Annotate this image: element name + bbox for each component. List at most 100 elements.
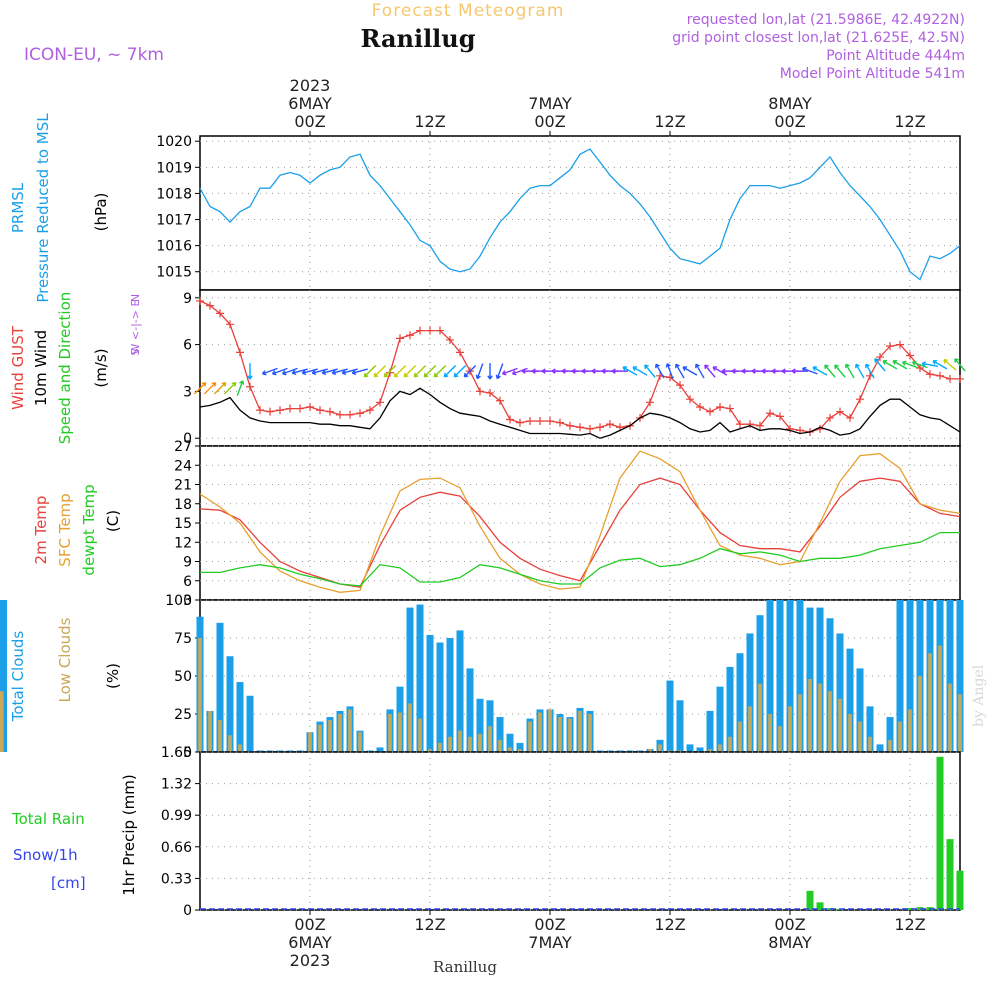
total-cloud-bar (726, 666, 734, 752)
low-cloud-bar (828, 691, 832, 752)
gust-point (936, 371, 944, 380)
requested-coords: requested lon,lat (21.5986E, 42.4922N) (687, 12, 965, 28)
gust-point (316, 406, 324, 415)
total-cloud-bar (426, 634, 434, 752)
wind-arrow (501, 367, 518, 376)
low-cloud-bar (788, 706, 792, 752)
time-label: 00Z (534, 915, 565, 934)
total-cloud-bar (736, 653, 744, 752)
wind-arrow (855, 363, 865, 379)
low-cloud-bar (908, 709, 912, 752)
low-cloud-bar (958, 694, 962, 752)
wind-arrow (413, 364, 427, 378)
total-cloud-bar (846, 648, 854, 752)
wind-arrow (704, 364, 716, 378)
gust-point (676, 381, 684, 390)
total-cloud-bar (466, 668, 474, 752)
low-cloud-bar (768, 714, 772, 752)
y-tick-label: 6 (183, 574, 192, 590)
time-label: 2023 (290, 76, 331, 95)
y-tick-label: 1020 (156, 134, 192, 150)
low-cloud-bar (0, 691, 4, 752)
wind-arrow (271, 367, 288, 376)
total-cloud-bar (876, 744, 884, 752)
time-label: 12Z (894, 915, 925, 934)
series-line-10m-wind (199, 387, 961, 439)
total-cloud-bar (236, 682, 244, 752)
total-cloud-bar (776, 600, 784, 752)
total-cloud-bar (886, 717, 894, 752)
model-altitude: Model Point Altitude 541m (780, 66, 965, 82)
label-low-clouds: Low Clouds (56, 617, 74, 702)
gust-point (286, 404, 294, 413)
wind-arrow (892, 360, 908, 370)
label-sfc-temp: SFC Temp (56, 493, 74, 566)
low-cloud-bar (318, 724, 322, 752)
total-cloud-bar (446, 638, 454, 752)
time-label: 12Z (654, 112, 685, 131)
gust-point (896, 340, 904, 349)
gust-point (956, 374, 964, 383)
gust-point (946, 374, 954, 383)
gust-point (306, 403, 314, 411)
gust-point (496, 396, 504, 405)
footer-location: Ranillug (433, 958, 497, 976)
clouds-labels: Total Clouds Low Clouds (%) (9, 617, 122, 722)
gust-point (276, 406, 284, 415)
rain-bar (956, 870, 964, 910)
time-label: 00Z (294, 915, 325, 934)
low-cloud-bar (518, 748, 522, 752)
total-cloud-bar (686, 744, 694, 752)
wind-arrow (865, 363, 875, 379)
rain-bar (936, 756, 944, 910)
time-label: 7MAY (528, 94, 572, 113)
wind-arrow (487, 363, 493, 380)
total-cloud-bar (716, 686, 724, 752)
gust-point (196, 296, 204, 305)
low-cloud-bar (678, 750, 682, 752)
chart-title: Forecast Meteogram (372, 1, 565, 21)
gust-point (906, 351, 914, 360)
wind-arrow (223, 381, 237, 395)
compass-s: S (129, 348, 142, 355)
location-title: Ranillug (360, 24, 475, 53)
wind-arrow (622, 366, 638, 376)
label-snow-1h: Snow/1h (13, 846, 78, 864)
label-ms: (m/s) (92, 348, 110, 387)
gust-point (706, 407, 714, 416)
gust-point (386, 368, 394, 377)
gust-point (546, 417, 554, 426)
label-wind-gust: Wind GUST (9, 325, 27, 410)
total-cloud-bar (496, 717, 504, 752)
low-cloud-bar (478, 733, 482, 752)
time-label: 7MAY (528, 933, 572, 952)
total-cloud-bar (506, 733, 514, 752)
wind-arrow (203, 381, 217, 395)
wind-arrow (423, 364, 437, 378)
low-cloud-bar (308, 732, 312, 752)
total-cloud-bar (836, 633, 844, 752)
wind-arrow (801, 366, 818, 375)
y-tick-label: 1019 (156, 160, 192, 176)
wind-arrow (433, 364, 447, 378)
wind-arrow (311, 368, 328, 376)
total-cloud-bar (436, 642, 444, 752)
low-cloud-bar (848, 714, 852, 752)
time-label: 6MAY (288, 94, 332, 113)
low-cloud-bar (748, 706, 752, 752)
total-cloud-bar (406, 607, 414, 752)
low-cloud-bar (588, 714, 592, 752)
low-cloud-bar (928, 653, 932, 752)
gust-point (696, 403, 704, 411)
low-cloud-bar (428, 748, 432, 752)
compass-n: N (129, 294, 142, 302)
low-cloud-bar (508, 747, 512, 752)
wind-arrow (874, 358, 886, 372)
gust-point (826, 413, 834, 422)
low-cloud-bar (868, 736, 872, 752)
y-tick-label: 12 (174, 535, 192, 551)
series-line-sfc-temp (199, 450, 961, 593)
precip-panel: 0 0.33 0.66 0.99 1.32 1.65 (161, 745, 964, 919)
time-label: 00Z (774, 915, 805, 934)
